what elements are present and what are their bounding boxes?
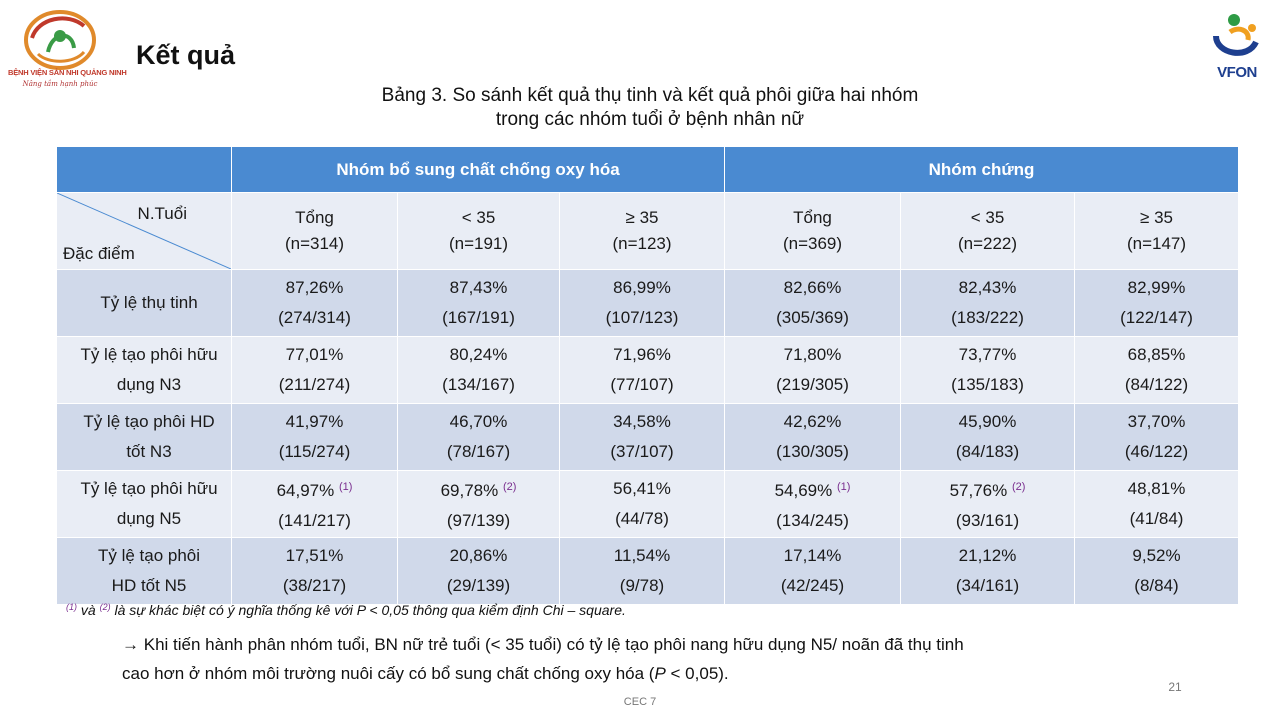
data-cell: 20,86% (29/139) [397, 537, 560, 605]
corner-cell: N.Tuổi Đặc điểm [56, 192, 232, 270]
conclusion-text-1: Khi tiến hành phân nhóm tuổi, BN nữ trẻ … [143, 635, 964, 654]
hospital-logo: BỆNH VIỆN SẢN NHI QUẢNG NINH Nâng tầm hạ… [8, 8, 127, 96]
column-header: < 35 (n=191) [397, 192, 560, 270]
data-cell: 73,77% (135/183) [900, 336, 1075, 404]
column-header: Tổng (n=369) [724, 192, 901, 270]
group-header-empty [56, 146, 232, 193]
data-cell: 82,66% (305/369) [724, 269, 901, 337]
vfon-logo-text: VFON [1217, 64, 1257, 81]
data-cell: 77,01% (211/274) [231, 336, 398, 404]
data-cell: 54,69% (1) (134/245) [724, 470, 901, 538]
data-cell: 17,14% (42/245) [724, 537, 901, 605]
data-cell: 46,70% (78/167) [397, 403, 560, 471]
group-header-antioxidant: Nhóm bổ sung chất chống oxy hóa [231, 146, 725, 193]
column-header: ≥ 35 (n=123) [559, 192, 725, 270]
data-cell: 82,43% (183/222) [900, 269, 1075, 337]
data-cell: 34,58% (37/107) [559, 403, 725, 471]
significance-mark: (2) [502, 481, 517, 493]
table-row: Tỷ lệ tạo phôi HD tốt N5 17,51% (38/217) 2… [56, 537, 1240, 605]
table-row: Tỷ lệ tạo phôi hữu dụng N5 64,97% (1) (141… [56, 470, 1240, 538]
row-label: Tỷ lệ tạo phôi HD tốt N5 [56, 537, 232, 605]
vfon-logo: VFON [1204, 6, 1270, 96]
slide-title: Kết quả [136, 40, 236, 70]
data-cell: 68,85% (84/122) [1073, 336, 1240, 404]
data-cell: 80,24% (134/167) [397, 336, 560, 404]
p-symbol: P [654, 664, 666, 683]
significance-mark: (2) [1011, 481, 1026, 493]
data-cell: 71,80% (219/305) [724, 336, 901, 404]
row-label: Tỷ lệ tạo phôi hữu dụng N3 [56, 336, 232, 404]
data-cell: 71,96% (77/107) [559, 336, 725, 404]
data-cell: 9,52% (8/84) [1073, 537, 1240, 605]
footnote-and: và [80, 602, 96, 618]
conclusion-line1: → Khi tiến hành phân nhóm tuổi, BN nữ tr… [122, 630, 1162, 659]
hospital-logo-text: BỆNH VIỆN SẢN NHI QUẢNG NINH [8, 68, 127, 77]
data-cell: 64,97% (1) (141/217) [231, 470, 398, 538]
data-cell: 86,99% (107/123) [559, 269, 725, 337]
corner-label-feature: Đặc điểm [63, 244, 135, 263]
results-table: Nhóm bổ sung chất chống oxy hóa Nhóm chứ… [56, 146, 1240, 605]
footnote-text: là sự khác biệt có ý nghĩa thống kê với … [114, 602, 626, 618]
table-caption-line2: trong các nhóm tuổi ở bệnh nhân nữ [495, 109, 805, 130]
corner-label-age: N.Tuổi [137, 204, 187, 223]
data-cell: 37,70% (46/122) [1073, 403, 1240, 471]
data-cell: 87,43% (167/191) [397, 269, 560, 337]
data-cell: 69,78% (2) (97/139) [397, 470, 560, 538]
subheader-row: N.Tuổi Đặc điểm Tổng (n=314) < 35 (n=191) … [56, 192, 1240, 270]
data-cell: 45,90% (84/183) [900, 403, 1075, 471]
data-cell: 17,51% (38/217) [231, 537, 398, 605]
arrow-right-icon: → [122, 635, 139, 654]
column-header: < 35 (n=222) [900, 192, 1075, 270]
vfon-logo-icon [1213, 14, 1259, 56]
data-cell: 56,41% (44/78) [559, 470, 725, 538]
page-number: 21 [1168, 680, 1182, 694]
hospital-logo-icon [24, 10, 96, 70]
row-label: Tỷ lệ tạo phôi hữu dụng N5 [56, 470, 232, 538]
conclusion: → Khi tiến hành phân nhóm tuổi, BN nữ tr… [122, 630, 1162, 688]
table-row: Tỷ lệ tạo phôi hữu dụng N3 77,01% (211/274… [56, 336, 1240, 404]
group-header-control: Nhóm chứng [723, 146, 1240, 193]
corner-diagonal-line [57, 193, 231, 269]
data-cell: 48,81% (41/84) [1073, 470, 1240, 538]
data-cell: 11,54% (9/78) [559, 537, 725, 605]
footnote-mark-2: (2) [99, 602, 111, 612]
footer-label: CEC 7 [623, 696, 657, 708]
group-header-row: Nhóm bổ sung chất chống oxy hóa Nhóm chứ… [56, 146, 1240, 193]
data-cell: 57,76% (2) (93/161) [900, 470, 1075, 538]
table-row: Tỷ lệ thụ tinh 87,26% (274/314) 87,43% (16… [56, 269, 1240, 337]
data-cell: 42,62% (130/305) [724, 403, 901, 471]
data-cell: 87,26% (274/314) [231, 269, 398, 337]
footnote-mark-1: (1) [66, 602, 77, 612]
column-header: Tổng (n=314) [231, 192, 398, 270]
row-label: Tỷ lệ tạo phôi HD tốt N3 [56, 403, 232, 471]
significance-mark: (1) [836, 481, 851, 493]
table-footnote: (1) và (2) là sự khác biệt có ý nghĩa th… [66, 602, 626, 618]
data-cell: 41,97% (115/274) [231, 403, 398, 471]
table-caption-line1: Bảng 3. So sánh kết quả thụ tinh và kết … [381, 85, 919, 106]
significance-mark: (1) [338, 481, 353, 493]
column-header: ≥ 35 (n=147) [1073, 192, 1240, 270]
conclusion-line2: cao hơn ở nhóm môi trường nuôi cấy có bổ… [122, 664, 729, 683]
data-cell: 21,12% (34/161) [900, 537, 1075, 605]
table-row: Tỷ lệ tạo phôi HD tốt N3 41,97% (115/274) … [56, 403, 1240, 471]
row-label: Tỷ lệ thụ tinh [56, 269, 232, 337]
hospital-logo-motto: Nâng tầm hạnh phúc [22, 80, 98, 88]
data-cell: 82,99% (122/147) [1073, 269, 1240, 337]
